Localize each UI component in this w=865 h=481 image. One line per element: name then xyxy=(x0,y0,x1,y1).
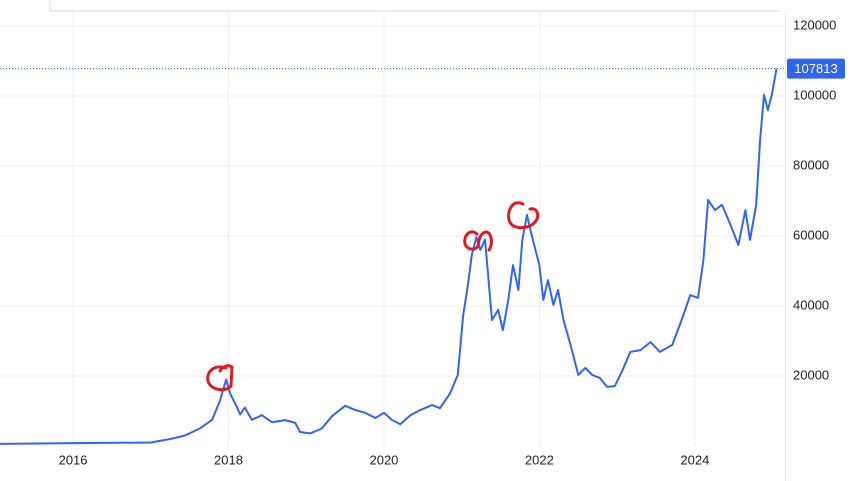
price-line xyxy=(0,68,778,445)
x-tick-label: 2022 xyxy=(525,452,554,467)
y-tick-label: 100000 xyxy=(793,87,836,102)
x-tick-label: 2020 xyxy=(369,452,398,467)
y-tick-label: 60000 xyxy=(793,227,829,242)
hand-circle xyxy=(507,201,540,230)
hand-circle xyxy=(463,230,493,252)
last-price-box xyxy=(787,58,845,79)
x-tick-label: 2018 xyxy=(214,452,243,467)
annotations xyxy=(206,201,540,392)
plot xyxy=(0,68,778,445)
y-tick-label: 120000 xyxy=(793,17,836,32)
grid xyxy=(0,12,785,446)
hand-circle xyxy=(206,364,234,392)
y-tick-label: 20000 xyxy=(793,367,829,382)
last-price-label: 107813 xyxy=(794,61,837,76)
y-tick-label: 40000 xyxy=(793,297,829,312)
x-tick-label: 2016 xyxy=(59,452,88,467)
x-tick-label: 2024 xyxy=(680,452,709,467)
y-tick-label: 80000 xyxy=(793,157,829,172)
